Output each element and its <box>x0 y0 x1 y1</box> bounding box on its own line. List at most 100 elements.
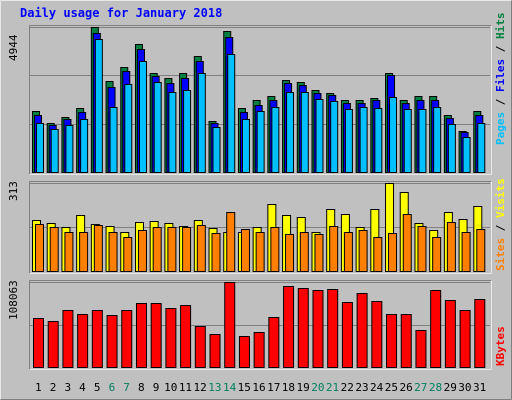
kbytes-bar-body <box>238 336 250 368</box>
pages-bar-body <box>109 107 118 173</box>
pages-bar-body <box>256 111 265 173</box>
pages-bar <box>197 73 206 173</box>
pages-bar-body <box>403 109 412 173</box>
kbytes-bar-body <box>106 315 118 368</box>
kbytes-bar <box>62 310 74 368</box>
pages-bar <box>418 109 427 173</box>
pages-bar <box>300 92 309 173</box>
pages-bar-body <box>433 107 442 173</box>
pages-bar-body <box>65 125 74 173</box>
pages-bar <box>447 124 456 173</box>
sites-bar <box>314 234 324 272</box>
pages-bar <box>124 84 133 173</box>
kbytes-bar <box>253 332 265 368</box>
sites-bar-body <box>432 237 442 272</box>
kbytes-bar-body <box>459 310 471 368</box>
kbytes-bar-body <box>371 301 383 368</box>
x-tick-label: 6 <box>109 381 116 394</box>
x-tick-label: 16 <box>252 381 265 394</box>
x-tick-label: 10 <box>164 381 177 394</box>
panel-2-ymax-label: 108063 <box>7 280 20 320</box>
x-tick-label: 2 <box>50 381 57 394</box>
pages-bar <box>227 54 236 173</box>
kbytes-bar-body <box>474 299 486 368</box>
kbytes-bar <box>180 305 192 368</box>
kbytes-bar-body <box>341 302 353 368</box>
legend-separator: / <box>494 218 507 238</box>
sites-bar <box>49 227 59 272</box>
sites-bar <box>255 232 265 272</box>
pages-bar-body <box>227 54 236 173</box>
sites-bar <box>299 232 309 272</box>
sites-bar <box>108 232 118 272</box>
x-tick-label: 5 <box>94 381 101 394</box>
x-tick-label: 20 <box>311 381 324 394</box>
kbytes-bar-body <box>356 293 368 368</box>
pages-bar-body <box>36 123 44 173</box>
pages-bar-body <box>330 101 339 173</box>
kbytes-bar <box>165 308 177 368</box>
pages-bar <box>462 137 471 173</box>
kbytes-bar <box>47 321 59 368</box>
kbytes-bar-body <box>209 334 221 368</box>
sites-bar <box>137 230 147 272</box>
kbytes-bar-body <box>444 300 456 368</box>
kbytes-bar-body <box>165 308 177 368</box>
x-tick-label: 31 <box>473 381 486 394</box>
pages-bar <box>477 123 486 173</box>
kbytes-bar <box>33 318 44 368</box>
panel-0-ymax-label: 4944 <box>7 34 20 61</box>
kbytes-bar-body <box>224 282 236 368</box>
pages-bar-body <box>50 129 59 173</box>
sites-bar-body <box>93 225 103 272</box>
sites-bar-body <box>270 227 280 272</box>
sites-bar-body <box>152 227 162 272</box>
x-tick-label: 15 <box>238 381 251 394</box>
kbytes-bar <box>415 330 427 368</box>
kbytes-bar-body <box>91 310 103 368</box>
x-tick-label: 12 <box>194 381 207 394</box>
pages-bar-body <box>168 92 177 173</box>
kbytes-bar-body <box>415 330 427 368</box>
pages-bar-body <box>124 84 133 173</box>
pages-bar-body <box>389 97 398 173</box>
kbytes-bar <box>386 314 398 368</box>
sites-bar <box>35 224 44 272</box>
sites-bar-body <box>240 229 250 272</box>
kbytes-bar <box>209 334 221 368</box>
pages-bar <box>80 119 89 173</box>
pages-bar <box>241 119 250 173</box>
sites-bar-body <box>123 237 133 272</box>
kbytes-bar-body <box>386 314 398 368</box>
pages-bar <box>271 107 280 173</box>
x-tick-label: 3 <box>64 381 71 394</box>
legend-visits: Visits <box>494 178 507 218</box>
pages-bar-body <box>477 123 486 173</box>
x-tick-label: 21 <box>326 381 339 394</box>
sites-bar-body <box>137 230 147 272</box>
kbytes-bar <box>459 310 471 368</box>
sites-bar <box>270 227 280 272</box>
pages-bar-body <box>344 109 353 173</box>
kbytes-bar-body <box>194 326 206 368</box>
pages-bar-body <box>462 137 471 173</box>
sites-bar-body <box>461 232 471 272</box>
pages-bar-body <box>183 90 192 173</box>
sites-bar <box>196 225 206 272</box>
kbytes-bar-body <box>135 303 147 368</box>
panel-0-legend: Pages / Files / Hits <box>494 13 507 146</box>
pages-bar <box>403 109 412 173</box>
sites-bar <box>64 232 74 272</box>
sites-bar-body <box>255 232 265 272</box>
sites-bar-body <box>314 234 324 272</box>
pages-bar-body <box>286 92 295 173</box>
kbytes-bar-body <box>400 314 412 368</box>
sites-bar <box>152 227 162 272</box>
sites-bar <box>240 229 250 272</box>
sites-bar <box>329 226 339 272</box>
pages-bar <box>94 39 103 173</box>
sites-bar <box>226 212 236 272</box>
sites-bar-body <box>79 232 89 272</box>
sites-bar-body <box>402 214 412 272</box>
